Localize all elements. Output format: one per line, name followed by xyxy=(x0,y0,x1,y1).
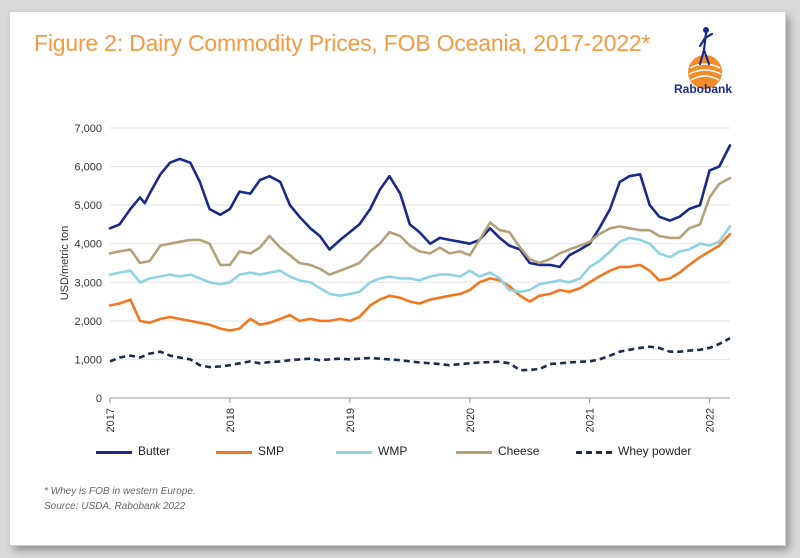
series-line-smp xyxy=(108,232,732,332)
chart-series xyxy=(108,144,732,372)
legend-label: WMP xyxy=(378,444,408,458)
legend-swatch xyxy=(576,451,612,454)
y-axis-label: USD/metric ton xyxy=(59,226,71,301)
legend-label: Butter xyxy=(138,444,171,458)
y-tick-label: 7,000 xyxy=(74,123,102,135)
y-tick-label: 2,000 xyxy=(74,316,102,328)
x-tick-label: 2018 xyxy=(225,408,237,432)
series-line-whey-powder xyxy=(109,337,731,372)
legend-swatch xyxy=(96,451,132,454)
chart-title: Figure 2: Dairy Commodity Prices, FOB Oc… xyxy=(34,30,651,56)
y-tick-label: 0 xyxy=(96,393,102,405)
x-tick-label: 2022 xyxy=(705,408,717,432)
source-note: Source: USDA, Rabobank 2022 xyxy=(44,501,186,512)
series-line-cheese xyxy=(108,176,732,276)
x-tick-label: 2017 xyxy=(105,408,117,432)
chart-legend: Butter SMP WMP Cheese Whey powder xyxy=(96,442,736,462)
y-tick-label: 3,000 xyxy=(74,277,102,289)
legend-swatch xyxy=(336,451,372,454)
x-tick-label: 2020 xyxy=(465,408,477,432)
footnote: * Whey is FOB in western Europe. xyxy=(44,486,196,497)
rabobank-logo-icon xyxy=(688,27,722,89)
legend-label: SMP xyxy=(258,444,285,458)
rabobank-logo xyxy=(660,20,750,100)
y-tick-label: 5,000 xyxy=(74,200,102,212)
y-tick-label: 6,000 xyxy=(74,162,102,174)
brand-name: Rabobank xyxy=(673,82,732,96)
chart-gridlines xyxy=(110,127,730,399)
x-tick-label: 2021 xyxy=(585,408,597,432)
legend-label: Whey powder xyxy=(618,444,692,458)
series-line-wmp xyxy=(108,225,732,298)
legend-swatch xyxy=(456,451,492,454)
legend-label: Cheese xyxy=(498,444,540,458)
y-axis-ticks: 0 1,000 2,000 3,000 4,000 5,000 6,000 7,000 xyxy=(74,123,102,405)
x-tick-label: 2019 xyxy=(345,408,357,432)
series-line-butter xyxy=(108,144,732,269)
legend-swatch xyxy=(216,451,252,454)
x-axis-ticks: 2017 2018 2019 2020 2021 2022 xyxy=(105,398,717,432)
y-tick-label: 1,000 xyxy=(74,354,102,366)
y-tick-label: 4,000 xyxy=(74,239,102,251)
